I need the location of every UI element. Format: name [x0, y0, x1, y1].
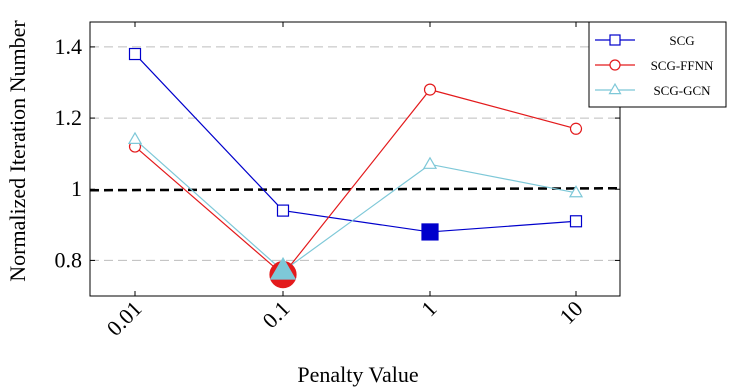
series-scg-gcn: [127, 131, 584, 272]
x-axis-title: Penalty Value: [297, 362, 418, 387]
series-line-scg: [134, 53, 577, 233]
point-scg-0-01: [128, 47, 142, 61]
y-tick-label-1-4: 1.4: [55, 34, 83, 59]
reference-line-y1: [89, 186, 621, 192]
y-axis-ticks: 0.8 1 1.2 1.4: [55, 34, 620, 272]
series-group: [127, 47, 584, 276]
series-line-scg-ffnn: [134, 88, 577, 276]
x-tick-label-10: 10: [554, 296, 587, 329]
x-tick-label-1: 1: [416, 296, 441, 321]
plot-frame: [89, 21, 621, 297]
highlight-point-scg: [421, 223, 439, 241]
y-tick-label-1-2: 1.2: [55, 105, 83, 130]
x-tick-label-0-01: 0.01: [102, 296, 147, 341]
point-scg-gcn-0-01: [127, 131, 143, 144]
point-scg-gcn-10: [568, 185, 584, 198]
point-scg-10: [569, 215, 583, 228]
series-scg-ffnn: [128, 83, 583, 276]
highlight-point-scg-gcn: [269, 256, 297, 280]
highlight-markers: [269, 223, 439, 289]
x-tick-label-0-1: 0.1: [257, 296, 294, 333]
y-axis-title: Normalized Iteration Number: [5, 20, 30, 282]
legend: SCG SCG-FFNN SCG-GCN: [588, 21, 727, 108]
legend-marker-scg-ffnn: [609, 59, 621, 71]
legend-label-scg-ffnn: SCG-FFNN: [651, 58, 714, 73]
grid-lines: [90, 46, 620, 261]
y-tick-label-0-8: 0.8: [55, 247, 83, 272]
legend-marker-scg-gcn: [608, 82, 622, 95]
legend-label-scg: SCG: [669, 33, 694, 48]
series-line-scg-gcn: [134, 138, 577, 272]
point-scg-0-1: [276, 204, 290, 217]
legend-marker-scg: [609, 34, 621, 46]
series-scg: [128, 47, 583, 233]
point-scg-gcn-1: [422, 156, 438, 169]
point-scg-ffnn-10: [569, 122, 583, 135]
y-tick-label-1: 1: [71, 176, 82, 201]
point-scg-ffnn-1: [423, 83, 437, 96]
legend-label-scg-gcn: SCG-GCN: [653, 83, 711, 98]
